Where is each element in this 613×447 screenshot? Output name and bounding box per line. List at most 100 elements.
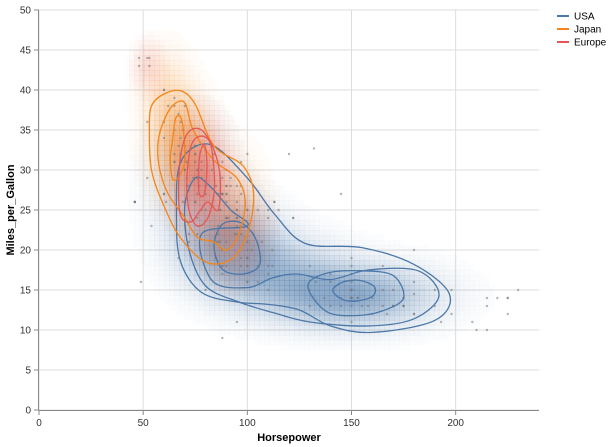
density-cell: [469, 275, 474, 280]
density-cell: [349, 305, 355, 311]
density-cell: [259, 220, 265, 226]
density-cell: [189, 130, 195, 136]
density-cell: [269, 165, 274, 170]
density-cell: [289, 290, 295, 296]
density-cell: [234, 190, 240, 196]
density-cell: [349, 260, 355, 266]
density-cell: [214, 210, 220, 216]
density-cell: [144, 190, 149, 195]
density-cell: [319, 220, 324, 225]
density-cell: [389, 270, 395, 276]
data-point-europe: [162, 192, 166, 196]
density-cell: [204, 295, 210, 301]
density-cell: [274, 205, 280, 211]
density-cell: [194, 165, 200, 171]
density-cell: [224, 190, 230, 196]
density-cell: [364, 295, 370, 301]
density-cell: [204, 100, 210, 106]
density-cell: [164, 265, 170, 271]
density-cell: [199, 170, 205, 176]
density-cell: [139, 105, 145, 111]
density-cell: [244, 235, 250, 241]
density-cell: [129, 170, 134, 175]
density-cell: [159, 70, 165, 76]
density-cell: [294, 315, 300, 321]
density-cell: [249, 275, 255, 281]
density-cell: [384, 330, 390, 336]
density-cell: [324, 245, 330, 251]
density-cell: [239, 260, 245, 266]
density-cell: [374, 345, 379, 350]
density-cell: [189, 120, 195, 126]
density-cell: [219, 140, 225, 146]
density-cell: [329, 335, 335, 341]
density-cell: [169, 160, 175, 166]
density-cell: [144, 30, 149, 35]
density-cell: [259, 205, 265, 211]
density-cell: [149, 280, 154, 285]
data-point-japan: [194, 160, 197, 164]
density-cell: [194, 310, 200, 316]
density-cell: [364, 285, 370, 291]
density-cell: [319, 300, 325, 306]
data-point-japan: [200, 168, 203, 172]
density-cell: [234, 150, 240, 156]
contour-line-europe: [177, 127, 222, 223]
density-cell: [299, 220, 305, 226]
density-cell: [439, 295, 445, 301]
density-cell: [254, 210, 260, 216]
density-cell: [219, 155, 225, 161]
density-cell: [354, 285, 360, 291]
density-cell: [279, 245, 285, 251]
density-cell: [199, 245, 205, 251]
density-cell: [204, 145, 210, 151]
density-cell: [249, 200, 255, 206]
density-cell: [164, 155, 170, 161]
density-cell: [159, 190, 165, 196]
density-cell: [349, 225, 354, 230]
density-cell: [174, 280, 180, 286]
density-cell: [169, 125, 175, 131]
density-cell: [174, 290, 180, 296]
density-cell: [209, 215, 215, 221]
density-cell: [179, 115, 185, 121]
density-cell: [229, 265, 235, 271]
density-cell: [399, 340, 404, 345]
density-cell: [284, 230, 290, 236]
density-cell: [129, 215, 134, 220]
density-cell: [449, 260, 454, 265]
density-cell: [299, 310, 305, 316]
density-cell: [209, 135, 215, 141]
density-cell: [169, 165, 175, 171]
density-cell: [469, 295, 475, 301]
density-cell: [254, 285, 260, 291]
density-cell: [174, 260, 180, 266]
density-cell: [244, 205, 250, 211]
density-cell: [134, 195, 139, 200]
density-cell: [354, 265, 360, 271]
density-cell: [314, 260, 320, 266]
data-point-usa: [350, 320, 353, 324]
density-cell: [304, 325, 310, 331]
density-cell: [144, 250, 149, 255]
density-cell: [224, 135, 230, 141]
density-cell: [144, 190, 150, 196]
data-point-usa: [271, 248, 274, 252]
density-cell: [304, 245, 310, 251]
density-cell: [264, 160, 269, 165]
density-cell: [239, 265, 245, 271]
density-cell: [224, 140, 230, 146]
density-cell: [154, 140, 160, 146]
density-cell: [159, 285, 164, 290]
density-cell: [214, 130, 220, 136]
density-cell: [134, 155, 139, 160]
density-cell: [194, 265, 200, 271]
density-cell: [154, 245, 160, 251]
density-cell: [214, 225, 220, 231]
density-cell: [244, 180, 250, 186]
density-cell: [189, 90, 195, 96]
density-cell: [189, 75, 195, 81]
density-cell: [219, 230, 225, 236]
density-cell: [304, 280, 310, 286]
density-cell: [319, 225, 325, 231]
